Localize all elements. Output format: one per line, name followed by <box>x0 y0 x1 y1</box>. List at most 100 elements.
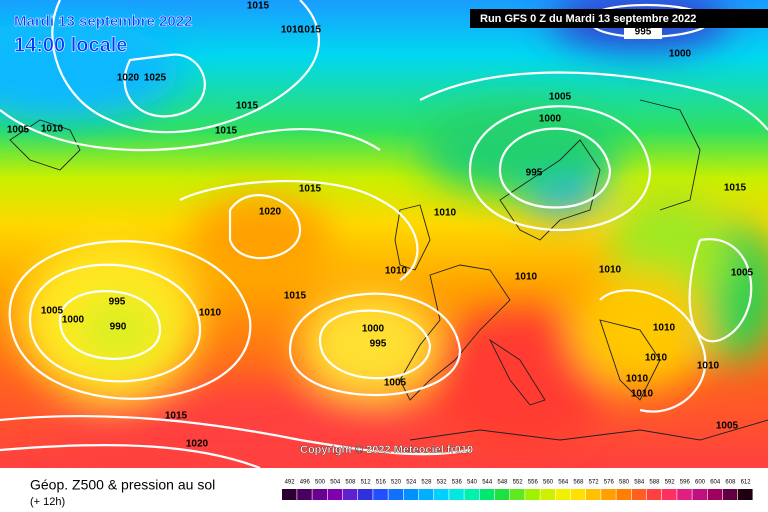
legend-swatch <box>525 489 540 500</box>
legend-swatch <box>327 489 343 500</box>
legend-level: 612 <box>741 480 752 486</box>
legend-level: 608 <box>725 480 736 486</box>
legend-swatch <box>722 489 738 500</box>
isobar-label: 1010 <box>41 124 64 135</box>
footer-lead: (+ 12h) <box>30 496 65 508</box>
legend-level: 572 <box>589 480 600 486</box>
footer-title: Géop. Z500 & pression au sol <box>30 477 215 493</box>
legend-level: 588 <box>649 480 660 486</box>
isobar-label: 1010 <box>199 308 222 319</box>
legend-swatch <box>282 489 297 500</box>
isobar-label: 995 <box>526 168 543 179</box>
isobar-label: 1020 <box>186 439 209 450</box>
legend-swatch <box>570 489 586 500</box>
legend-level: 600 <box>695 480 706 486</box>
isobar-label: 1015 <box>724 183 747 194</box>
isobar-label: 1010 <box>599 265 622 276</box>
legend-swatch <box>464 489 479 500</box>
isobar-label: 1010 <box>697 361 720 372</box>
isobar-label: 1025 <box>144 73 167 84</box>
legend-level: 560 <box>543 480 554 486</box>
isobars <box>0 0 768 468</box>
legend-level: 504 <box>330 480 341 486</box>
legend-level: 532 <box>437 480 448 486</box>
legend-level: 564 <box>558 480 569 486</box>
legend-level: 604 <box>710 480 721 486</box>
legend-swatch <box>662 489 677 500</box>
legend-swatch <box>677 489 692 500</box>
legend-swatch <box>403 489 419 500</box>
isobar-label: 1000 <box>362 324 385 335</box>
isobar-labels: 1015 1010 1015 1020 1025 1005 1010 1015 1015 1005… <box>7 1 754 450</box>
legend-swatch <box>388 489 403 500</box>
isobar-label: 995 <box>635 27 652 38</box>
legend-swatch <box>540 489 555 500</box>
run-box <box>470 9 768 28</box>
legend-swatch <box>601 489 616 500</box>
legend-swatch <box>449 489 464 500</box>
legend-level: 508 <box>345 480 356 486</box>
legend-swatch <box>631 489 647 500</box>
legend-level: 492 <box>285 480 296 486</box>
isobar-label: 1020 <box>117 73 140 84</box>
legend-swatch <box>616 489 631 500</box>
legend-swatch <box>692 489 707 500</box>
isobar-label: 995 <box>109 297 126 308</box>
isobar-label: 1015 <box>299 25 322 36</box>
legend-swatch <box>707 489 723 500</box>
legend-level: 580 <box>619 480 630 486</box>
legend-level: 520 <box>391 480 402 486</box>
legend-level: 556 <box>528 480 539 486</box>
isobar-label: 1010 <box>645 353 668 364</box>
legend-level: 592 <box>665 480 676 486</box>
isobar-label: 1015 <box>284 291 307 302</box>
isobar-label: 1020 <box>259 207 282 218</box>
copyright: Copyright © 2022 Meteociel.fr010 <box>300 444 473 456</box>
legend-swatch <box>586 489 601 500</box>
isobar-label: 1005 <box>549 92 572 103</box>
legend-level: 516 <box>376 480 387 486</box>
legend-level: 548 <box>497 480 508 486</box>
legend-swatch <box>358 489 373 500</box>
legend-swatch <box>342 489 358 500</box>
legend-swatch <box>738 489 753 500</box>
legend-swatch <box>297 489 312 500</box>
color-legend: 492 496 500 504 508 512 516 520 524 528 532 536 540 5… <box>282 480 753 500</box>
legend-swatch <box>555 489 571 500</box>
field <box>0 0 768 468</box>
coastlines <box>9 99 768 441</box>
isobar-label: 1005 <box>731 268 754 279</box>
legend-swatch <box>646 489 662 500</box>
legend-level: 524 <box>406 480 417 486</box>
isobar-label: 1015 <box>236 101 259 112</box>
legend-level: 584 <box>634 480 645 486</box>
legend-level: 544 <box>482 480 493 486</box>
isobar-label: 1000 <box>539 114 562 125</box>
isobar-label: 995 <box>370 339 387 350</box>
isobar-label: 1015 <box>165 411 188 422</box>
legend-level: 596 <box>680 480 691 486</box>
legend-level: 540 <box>467 480 478 486</box>
legend-level: 568 <box>573 480 584 486</box>
run-info: Run GFS 0 Z du Mardi 13 septembre 2022 <box>480 13 696 25</box>
isobar-label: 1000 <box>669 49 692 60</box>
legend-swatch <box>312 489 327 500</box>
isobar-label: 1015 <box>299 184 322 195</box>
legend-swatch <box>494 489 510 500</box>
isobar-label: 1010 <box>385 266 408 277</box>
isobar-label: 1005 <box>7 125 30 136</box>
isobar-label: 1010 <box>653 323 676 334</box>
legend-level: 500 <box>315 480 326 486</box>
isobar-label: 1005 <box>384 378 407 389</box>
isobar-label: 1015 <box>247 1 270 12</box>
legend-level: 552 <box>513 480 524 486</box>
isobar-label: 1010 <box>631 389 654 400</box>
legend-level: 528 <box>421 480 432 486</box>
legend-level: 536 <box>452 480 463 486</box>
legend-swatch <box>418 489 434 500</box>
isobar-label: 1005 <box>41 306 64 317</box>
legend-swatch <box>434 489 449 500</box>
map-time: 14:00 locale <box>14 34 127 56</box>
isobar-label: 1015 <box>215 126 238 137</box>
